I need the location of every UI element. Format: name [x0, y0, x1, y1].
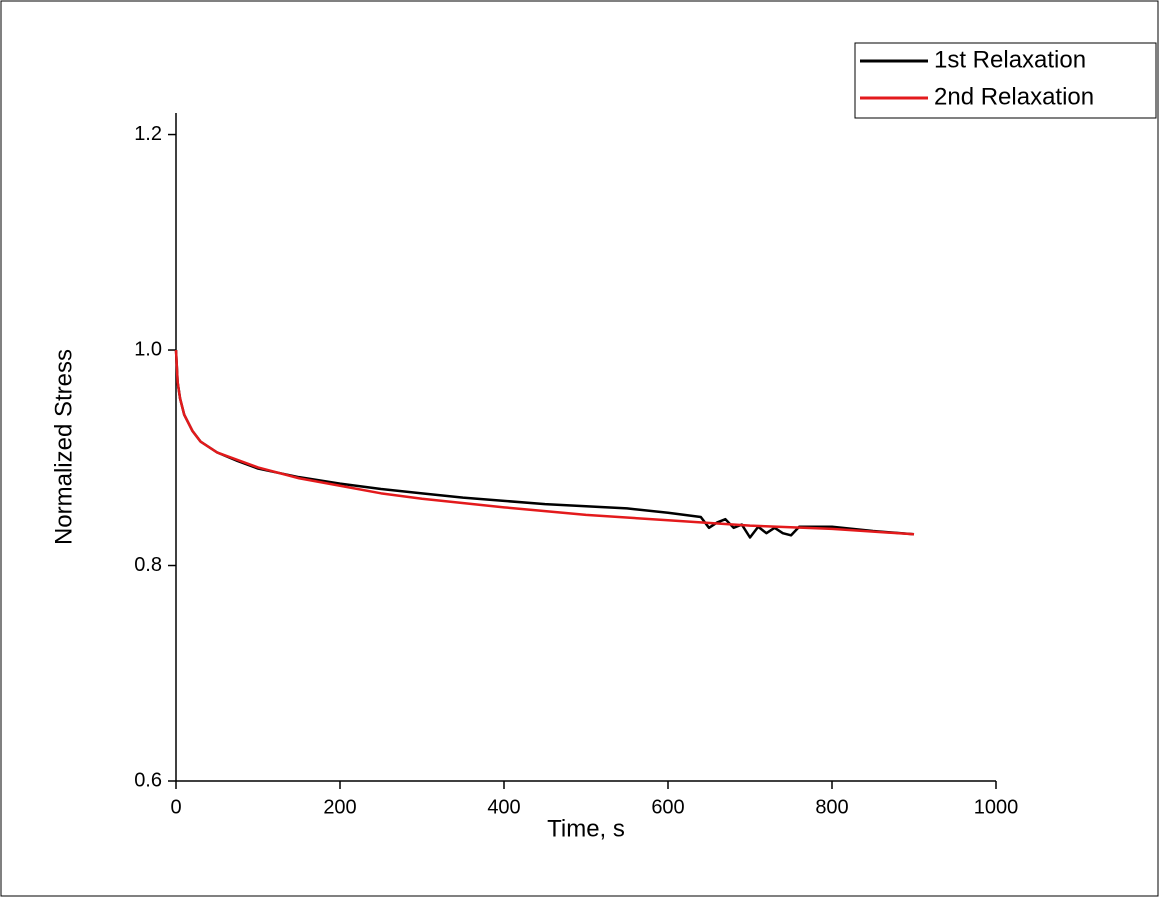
- y-tick-label: 0.6: [134, 769, 162, 791]
- x-tick-label: 800: [815, 796, 848, 818]
- legend-box: [854, 42, 1157, 119]
- legend-label: 2nd Relaxation: [934, 83, 1094, 110]
- legend-label: 1st Relaxation: [934, 46, 1086, 73]
- y-tick-label: 0.8: [134, 554, 162, 576]
- y-tick-label: 1.0: [134, 338, 162, 360]
- x-tick-label: 0: [170, 796, 181, 818]
- y-tick-label: 1.2: [134, 123, 162, 145]
- x-axis-label: Time, s: [547, 815, 625, 842]
- series-line: [174, 349, 915, 536]
- x-tick-label: 1000: [974, 796, 1019, 818]
- x-tick-label: 400: [487, 796, 520, 818]
- y-axis-label: Normalized Stress: [50, 349, 77, 545]
- x-tick-label: 200: [323, 796, 356, 818]
- x-tick-label: 600: [651, 796, 684, 818]
